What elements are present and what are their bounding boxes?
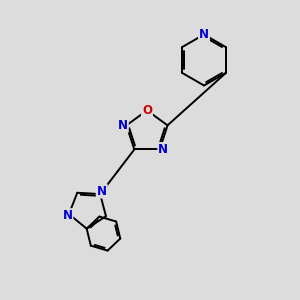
Text: N: N — [158, 143, 168, 156]
Text: N: N — [118, 119, 128, 132]
Text: N: N — [199, 28, 209, 41]
Text: O: O — [142, 104, 152, 117]
Text: N: N — [97, 184, 107, 198]
Text: N: N — [62, 209, 72, 222]
